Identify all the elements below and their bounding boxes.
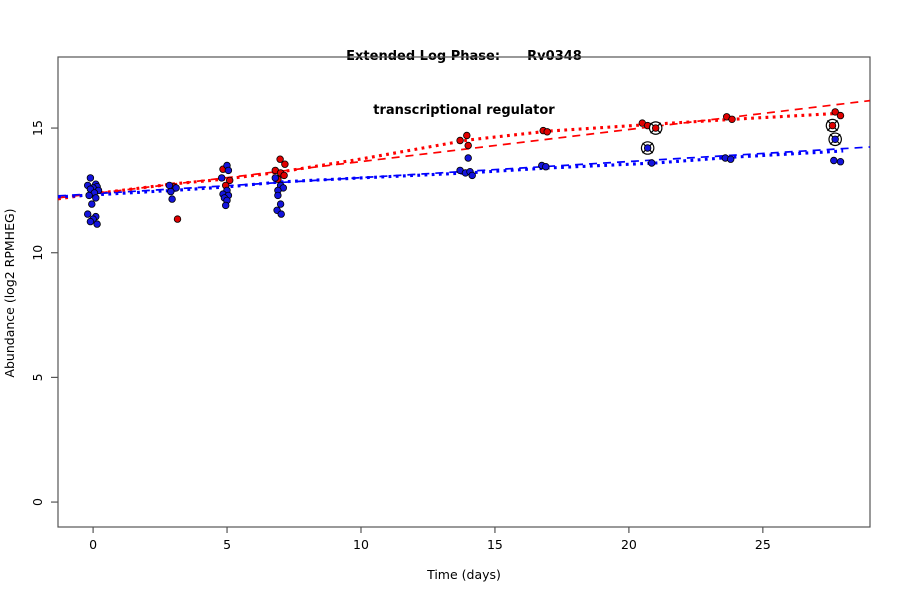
data-point xyxy=(173,215,182,223)
flagged-data-point xyxy=(828,121,837,130)
data-point xyxy=(464,154,472,162)
data-point xyxy=(168,195,176,203)
y-tick-label: 15 xyxy=(30,120,45,136)
data-point xyxy=(281,160,289,168)
data-point xyxy=(468,171,476,180)
y-axis-title: Abundance (log2 RPMHEG) xyxy=(2,208,17,378)
data-point xyxy=(728,115,736,123)
data-point xyxy=(165,181,174,190)
y-tick-label: 5 xyxy=(30,373,45,381)
red-linear-fit xyxy=(57,99,871,199)
data-point xyxy=(83,210,92,218)
data-point xyxy=(836,157,845,166)
data-point xyxy=(831,108,839,116)
data-point xyxy=(277,210,285,218)
data-point xyxy=(464,141,472,150)
data-point xyxy=(85,191,93,200)
data-point xyxy=(88,200,96,208)
flagged-data-point xyxy=(651,124,660,132)
data-point xyxy=(217,174,226,182)
data-point xyxy=(93,220,101,228)
data-point xyxy=(727,155,735,163)
x-tick-label: 0 xyxy=(89,537,97,552)
data-point xyxy=(276,200,285,208)
data-point xyxy=(280,171,288,180)
data-point xyxy=(648,159,656,167)
x-axis-title: Time (days) xyxy=(427,567,501,582)
y-tick-label: 0 xyxy=(30,498,45,506)
flagged-data-point xyxy=(643,144,652,152)
data-point xyxy=(225,176,234,185)
data-point xyxy=(542,162,550,171)
data-point xyxy=(276,155,284,163)
data-point xyxy=(463,131,471,140)
chart-title-line2: transcriptional regulator xyxy=(373,103,555,118)
data-point xyxy=(274,191,282,200)
x-tick-label: 25 xyxy=(755,537,771,552)
data-point xyxy=(86,174,95,182)
data-point xyxy=(86,217,95,226)
plot-box xyxy=(57,56,871,528)
data-point xyxy=(836,111,845,120)
data-point xyxy=(167,187,175,196)
x-tick-label: 10 xyxy=(353,537,369,552)
data-point xyxy=(221,201,230,210)
x-tick-label: 15 xyxy=(487,537,503,552)
data-point xyxy=(830,156,838,165)
data-point xyxy=(172,184,180,192)
data-point xyxy=(456,136,464,145)
x-tick-label: 5 xyxy=(223,537,231,552)
data-point xyxy=(224,166,233,175)
data-point xyxy=(92,194,100,202)
data-point xyxy=(543,128,551,136)
flagged-data-point xyxy=(831,135,839,143)
x-tick-label: 20 xyxy=(621,537,637,552)
data-point xyxy=(271,174,279,182)
blue-lowess-fit xyxy=(57,149,844,199)
y-tick-label: 10 xyxy=(30,245,45,261)
